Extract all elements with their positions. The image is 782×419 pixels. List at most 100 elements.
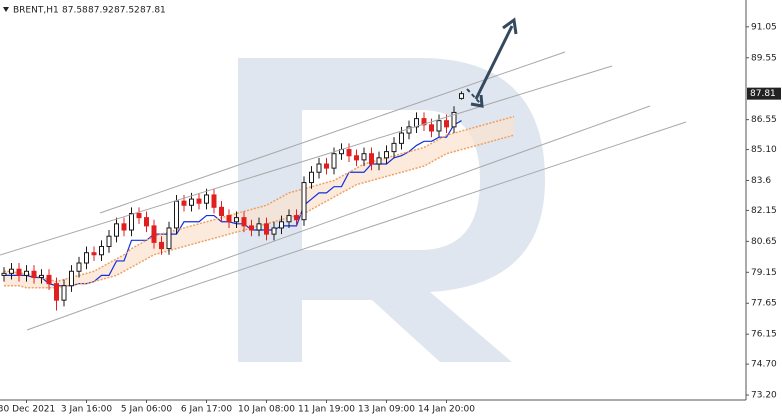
candle-body	[376, 157, 382, 165]
candle-body	[219, 206, 224, 217]
candle-body	[309, 171, 314, 184]
close-value: 87.81	[140, 6, 166, 16]
x-tick-label: 13 Jan 09:00	[358, 405, 415, 415]
open-value: 87.58	[62, 6, 88, 16]
candle-body	[249, 225, 254, 231]
trend-line	[26, 105, 651, 331]
candle-body	[346, 149, 352, 157]
candle-body	[106, 235, 112, 248]
candle-body	[39, 274, 44, 278]
candle-body	[159, 241, 164, 250]
y-tick-label: 74.70	[751, 360, 777, 370]
candle-body	[241, 217, 247, 227]
candle-body	[16, 268, 22, 276]
x-tick-label: 30 Dec 2021	[0, 405, 55, 415]
candle-body	[61, 285, 67, 301]
arrow-head	[502, 17, 518, 35]
x-tick-label: 11 Jan 19:00	[298, 405, 355, 415]
low-value: 87.52	[114, 6, 140, 16]
candle-body	[91, 252, 97, 256]
candle-body	[459, 93, 464, 99]
candle-body	[399, 132, 404, 144]
candle-body	[196, 198, 202, 204]
price-marker	[747, 87, 781, 100]
candle-body	[384, 151, 389, 159]
candle-body	[444, 120, 449, 128]
candle-body	[69, 270, 74, 287]
candle-body	[84, 252, 89, 264]
arrow-up	[474, 25, 514, 100]
y-tick-label: 89.55	[751, 53, 777, 63]
candle-body	[189, 198, 194, 206]
candle-body	[151, 225, 157, 243]
candle-body	[99, 246, 104, 256]
forecast-arrows	[466, 17, 518, 108]
candle-body	[294, 215, 299, 221]
candle-body	[316, 163, 322, 173]
candle-body	[429, 124, 434, 132]
y-tick-label: 80.65	[751, 237, 777, 247]
candle-body	[279, 221, 284, 229]
candle-body	[331, 153, 337, 169]
candle-body	[144, 217, 149, 227]
y-tick-label: 76.15	[751, 330, 777, 340]
x-tick-label: 6 Jan 17:00	[181, 405, 233, 415]
candle-body	[9, 268, 14, 274]
candle-body	[136, 213, 142, 219]
candle-body	[181, 200, 187, 206]
candle-body	[211, 194, 217, 208]
candle-body	[114, 223, 119, 237]
candle-body	[406, 126, 412, 134]
high-value: 87.92	[88, 6, 114, 16]
symbol: BRENT,H1	[13, 6, 59, 16]
candle-body	[354, 155, 359, 161]
candle-body	[324, 163, 329, 169]
x-tick-label: 5 Jan 06:00	[121, 405, 173, 415]
candle-body	[286, 215, 292, 223]
y-tick-label: 77.65	[751, 299, 777, 309]
y-tick-label: 85.10	[751, 145, 777, 155]
y-tick-label: 91.05	[751, 22, 777, 32]
candle-body	[46, 274, 52, 285]
candle-body	[234, 217, 239, 223]
candle-body	[54, 283, 59, 301]
menu-triangle[interactable]	[3, 7, 9, 12]
x-tick-label: 10 Jan 08:00	[238, 405, 295, 415]
candle-body	[226, 215, 232, 223]
candle-body	[361, 153, 367, 161]
candle-body	[76, 262, 82, 272]
candle-body	[271, 227, 277, 235]
y-tick-label: 82.15	[751, 206, 777, 216]
candle-body	[166, 227, 172, 250]
candle-body	[31, 270, 37, 278]
candle-body	[121, 223, 127, 231]
candle-body	[421, 118, 427, 126]
candle-body	[1, 272, 7, 276]
candle-body	[436, 120, 442, 132]
candle-body	[369, 153, 374, 165]
y-tick-label: 86.55	[751, 115, 777, 125]
candle-body	[256, 223, 262, 231]
x-tick-label: 3 Jan 16:00	[61, 405, 113, 415]
plot	[1, 91, 515, 311]
arrow-down	[466, 88, 481, 104]
y-tick-label: 73.20	[751, 391, 777, 401]
cloud-span	[4, 115, 515, 283]
x-tick-label: 14 Jan 20:00	[418, 405, 475, 415]
candle-body	[174, 200, 179, 229]
candle-body	[24, 270, 29, 276]
y-tick-label: 79.15	[751, 268, 777, 278]
trend-line	[0, 65, 613, 256]
watermark	[238, 58, 545, 362]
price-marker-label: 87.81	[750, 89, 776, 99]
arrow-head	[470, 94, 484, 108]
candle-body	[264, 223, 269, 235]
candle-body	[451, 111, 457, 128]
candle-body	[301, 182, 307, 221]
trend-line	[149, 121, 687, 301]
y-tick-label: 83.6	[751, 176, 771, 186]
candle-body	[204, 194, 209, 204]
candle-body	[391, 142, 397, 153]
